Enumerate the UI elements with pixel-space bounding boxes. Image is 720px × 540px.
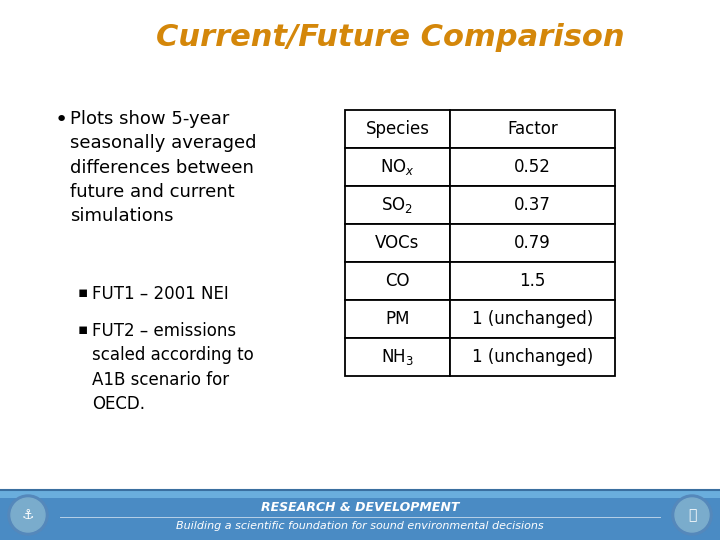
- Bar: [345, 224, 450, 262]
- Text: •: •: [55, 110, 68, 130]
- Text: FUT1 – 2001 NEI: FUT1 – 2001 NEI: [92, 285, 229, 303]
- Bar: [450, 186, 615, 224]
- Text: RESEARCH & DEVELOPMENT: RESEARCH & DEVELOPMENT: [261, 501, 459, 514]
- Text: 0.79: 0.79: [514, 234, 551, 252]
- Bar: [450, 148, 615, 186]
- Text: Species: Species: [366, 120, 430, 138]
- Text: 0.37: 0.37: [514, 196, 551, 214]
- Bar: [345, 148, 450, 186]
- Text: NH$_3$: NH$_3$: [381, 347, 414, 367]
- Text: ▪: ▪: [78, 322, 89, 337]
- Bar: [0, 490, 720, 498]
- Bar: [345, 262, 450, 300]
- Bar: [450, 224, 615, 262]
- Bar: [450, 110, 615, 148]
- Text: VOCs: VOCs: [375, 234, 420, 252]
- Text: 1.5: 1.5: [519, 272, 546, 290]
- Bar: [450, 262, 615, 300]
- Circle shape: [675, 498, 709, 532]
- Text: NO$_x$: NO$_x$: [380, 157, 415, 177]
- Text: ⚓: ⚓: [22, 508, 35, 522]
- Bar: [345, 110, 450, 148]
- Bar: [0, 490, 720, 540]
- Circle shape: [11, 498, 45, 532]
- Text: 0.52: 0.52: [514, 158, 551, 176]
- Text: ▪: ▪: [78, 285, 89, 300]
- Text: Building a scientific foundation for sound environmental decisions: Building a scientific foundation for sou…: [176, 521, 544, 531]
- Text: Plots show 5-year
seasonally averaged
differences between
future and current
sim: Plots show 5-year seasonally averaged di…: [70, 110, 256, 225]
- Text: CO: CO: [385, 272, 410, 290]
- Text: Factor: Factor: [507, 120, 558, 138]
- Bar: [345, 186, 450, 224]
- Circle shape: [672, 495, 712, 535]
- Bar: [450, 338, 615, 376]
- Text: SO$_2$: SO$_2$: [382, 195, 413, 215]
- Bar: [345, 300, 450, 338]
- Bar: [345, 338, 450, 376]
- Bar: [450, 300, 615, 338]
- Text: PM: PM: [385, 310, 410, 328]
- Circle shape: [8, 495, 48, 535]
- Text: ⛅: ⛅: [688, 508, 696, 522]
- Text: 1 (unchanged): 1 (unchanged): [472, 348, 593, 366]
- Text: FUT2 – emissions
scaled according to
A1B scenario for
OECD.: FUT2 – emissions scaled according to A1B…: [92, 322, 253, 413]
- Text: 1 (unchanged): 1 (unchanged): [472, 310, 593, 328]
- Text: Current/Future Comparison: Current/Future Comparison: [156, 24, 624, 52]
